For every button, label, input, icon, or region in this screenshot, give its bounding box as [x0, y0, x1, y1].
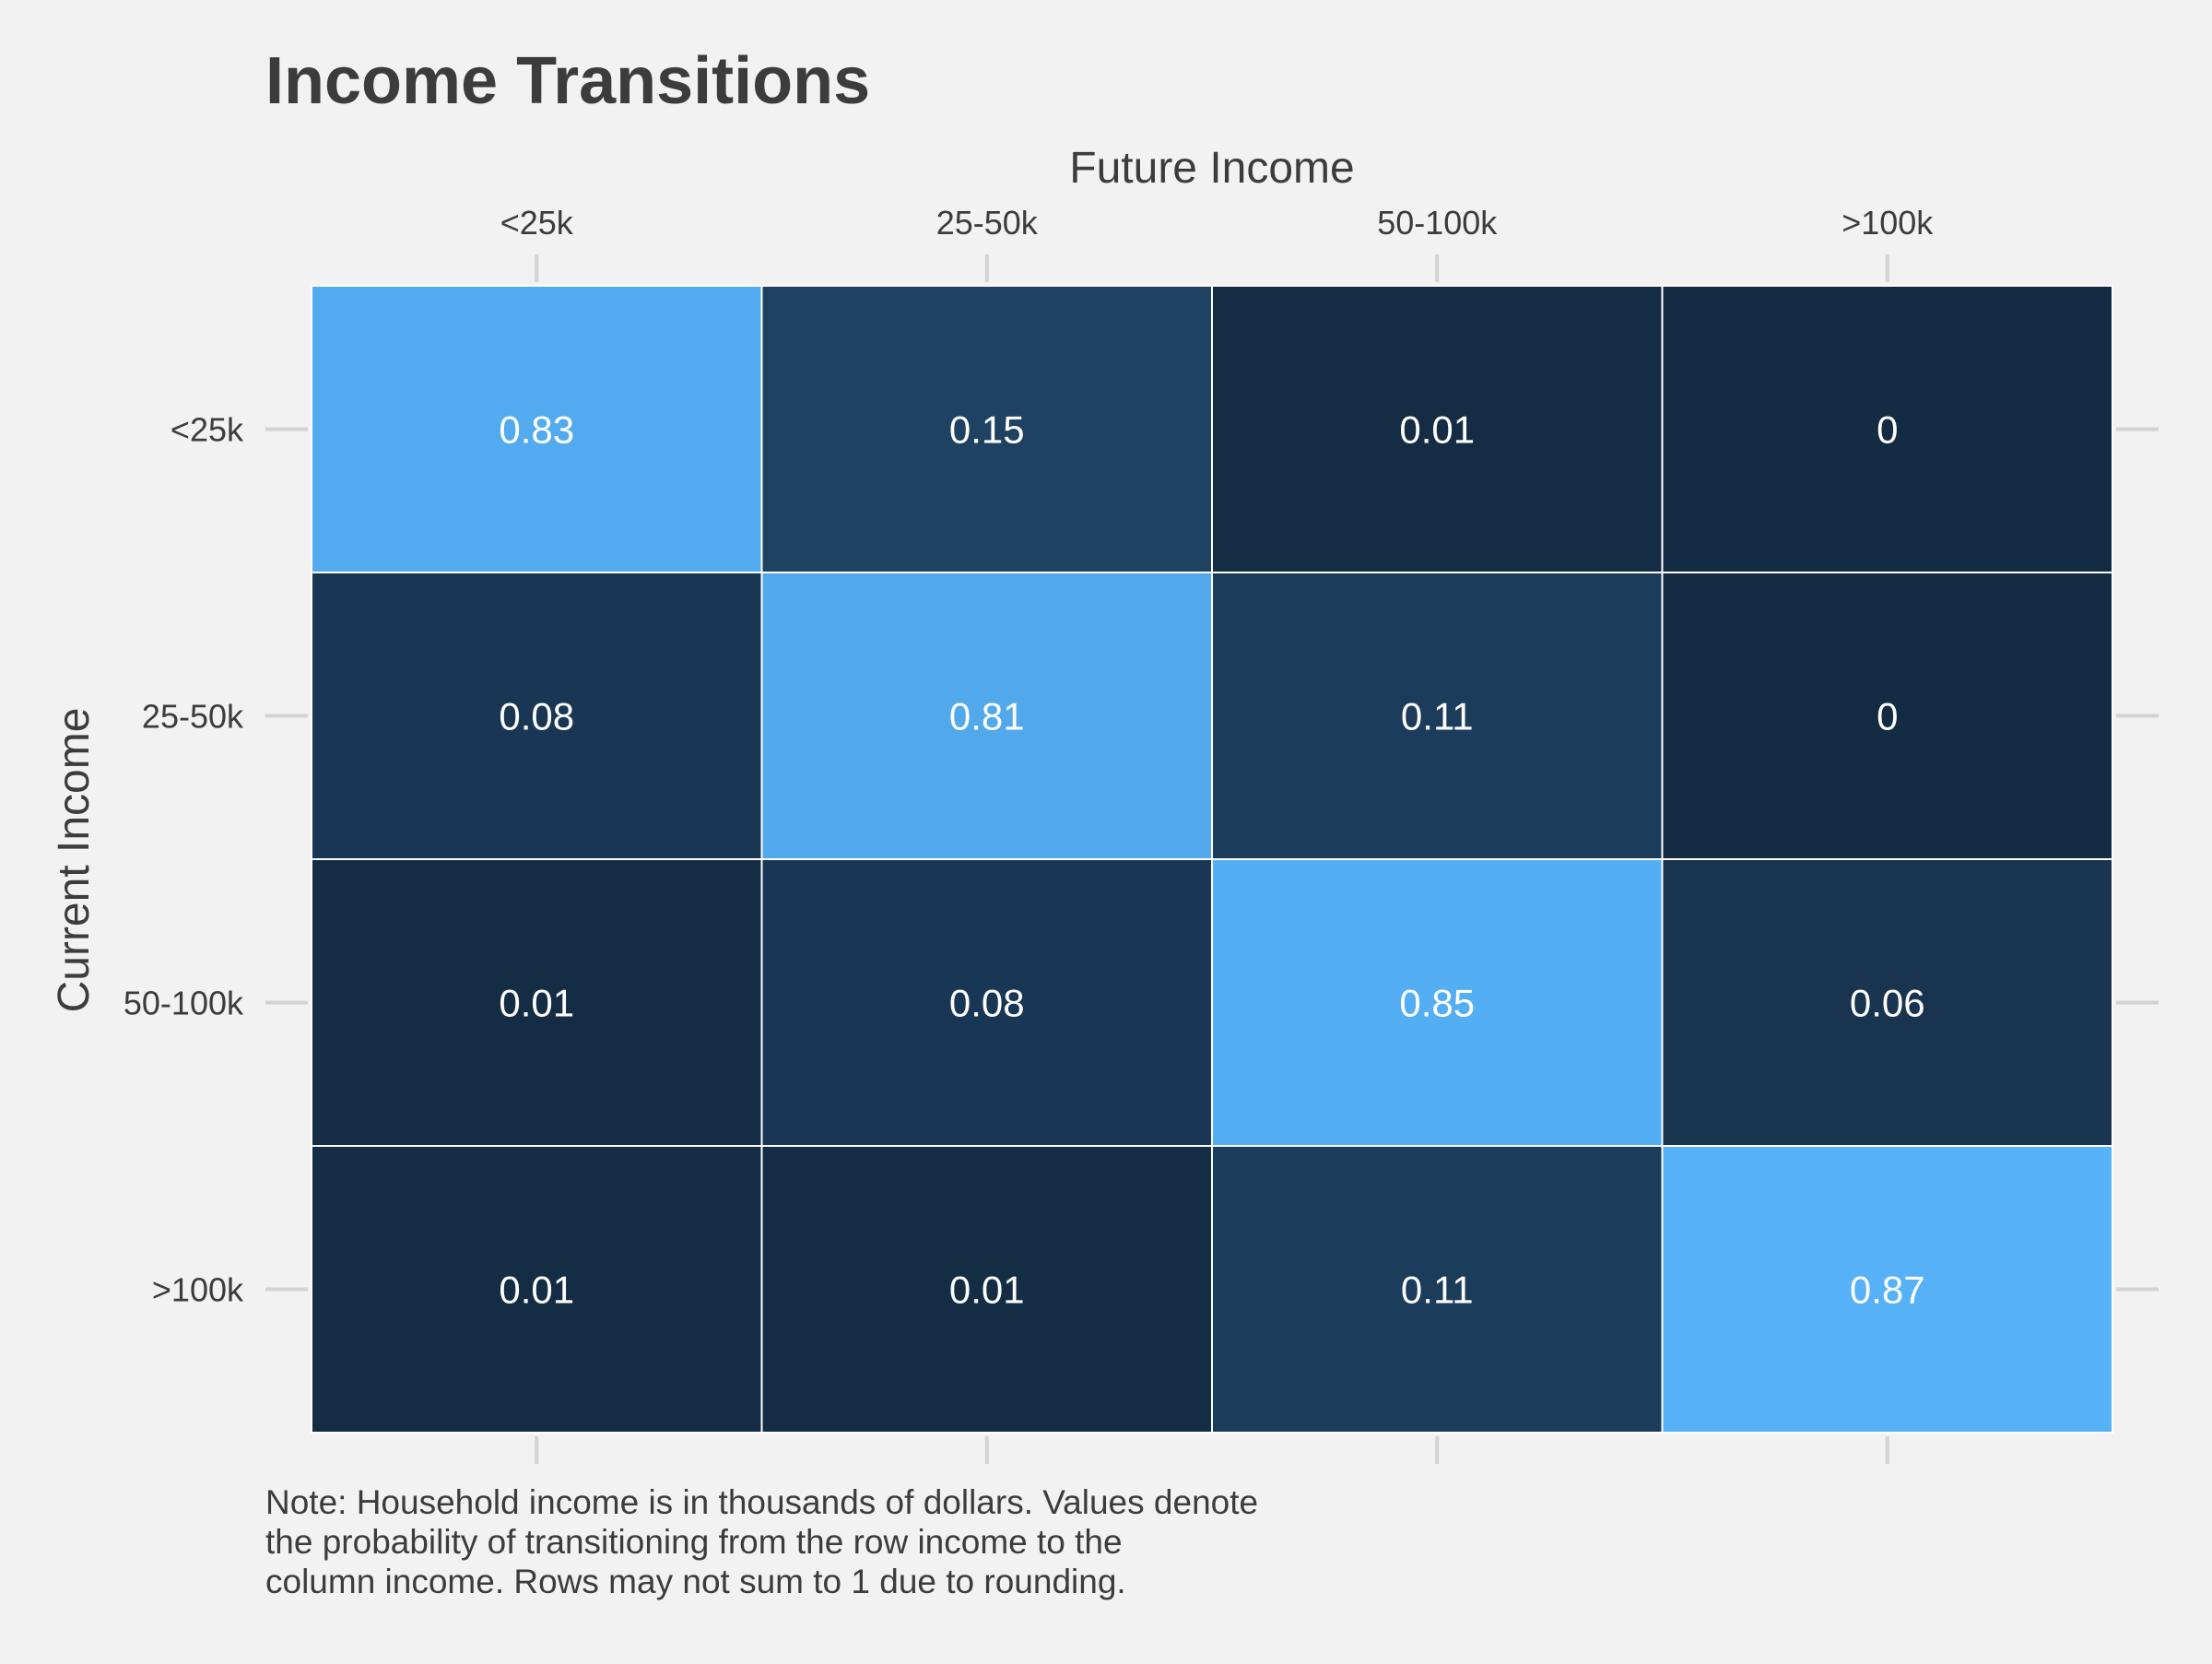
cell-value-label: 0.85: [1399, 982, 1475, 1025]
cell-value-label: 0.83: [499, 408, 574, 452]
axis-ticks: [265, 254, 2159, 1464]
y-tick-label: 25-50k: [142, 698, 244, 736]
heatmap-cell: [760, 572, 1213, 860]
cell-value-label: 0.06: [1850, 982, 1925, 1025]
heatmap-cell: [1211, 1145, 1664, 1434]
cell-value-label: 0.11: [1401, 695, 1474, 738]
y-tick-label: 50-100k: [124, 985, 244, 1022]
cell-value-label: 0.01: [499, 1269, 574, 1312]
heatmap-cell: [1211, 858, 1664, 1147]
x-tick-label: >100k: [1841, 204, 1934, 242]
cell-labels: 0.83 0.15 0.01 0 0.08 0.81 0.11 0 0.01 0.08 0.85 0.…: [499, 408, 1924, 1312]
heatmap-cells: [311, 285, 2113, 1434]
heatmap-cell: [311, 572, 763, 860]
heatmap-cell: [311, 1145, 763, 1434]
cell-value-label: 0.08: [499, 695, 574, 738]
caption: Note: Household income is in thousands o…: [265, 1483, 1258, 1600]
cell-value-label: 0.01: [1399, 408, 1475, 452]
y-tick-label: >100k: [152, 1271, 244, 1309]
chart-title: Income Transitions: [265, 44, 870, 118]
cell-value-label: 0.87: [1850, 1269, 1925, 1312]
cell-value-label: 0.01: [499, 982, 574, 1025]
y-axis-title: Current Income: [50, 708, 99, 1013]
caption-line: Note: Household income is in thousands o…: [265, 1483, 1258, 1521]
heatmap-cell: [1661, 1145, 2113, 1434]
x-tick-label: 25-50k: [936, 204, 1039, 242]
cell-value-label: 0: [1877, 408, 1898, 452]
caption-line: column income. Rows may not sum to 1 due…: [265, 1563, 1126, 1600]
x-tick-label: 50-100k: [1377, 204, 1498, 242]
heatmap-cell: [311, 285, 763, 573]
y-tick-labels: <25k 25-50k 50-100k >100k: [124, 411, 244, 1309]
cell-value-label: 0.81: [949, 695, 1025, 738]
cell-value-label: 0.08: [949, 982, 1025, 1025]
heatmap-cell: [1211, 285, 1664, 573]
heatmap-cell: [760, 858, 1213, 1147]
cell-value-label: 0.11: [1401, 1269, 1474, 1312]
heatmap-cell: [311, 858, 763, 1147]
x-tick-label: <25k: [500, 204, 574, 242]
x-tick-labels: <25k 25-50k 50-100k >100k: [500, 204, 1935, 242]
caption-line: the probability of transitioning from th…: [265, 1523, 1123, 1561]
cell-value-label: 0.01: [949, 1269, 1025, 1312]
x-axis-title: Future Income: [1069, 144, 1354, 193]
heatmap-cell: [1211, 572, 1664, 860]
heatmap-cell: [1661, 858, 2113, 1147]
cell-value-label: 0.15: [949, 408, 1025, 452]
heatmap-cell: [1661, 285, 2113, 573]
y-tick-label: <25k: [171, 411, 244, 449]
heatmap-cell: [760, 1145, 1213, 1434]
cell-value-label: 0: [1877, 695, 1898, 738]
